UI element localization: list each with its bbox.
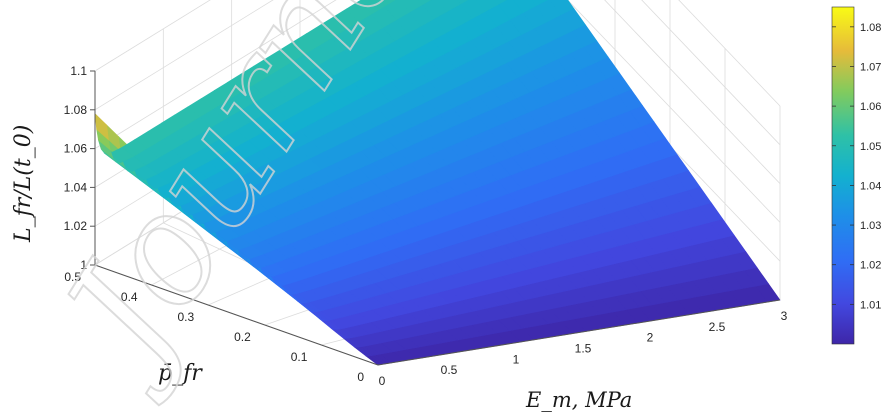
z-tick-label: 1.06 [64, 142, 88, 156]
grid-line [567, 0, 781, 223]
y-tick-label: 0.2 [234, 330, 251, 344]
y-axis-ticks: 0 0.1 0.2 0.3 0.4 0.5 [64, 270, 364, 384]
y-tick-label: 0.5 [64, 270, 81, 284]
colorbar-tick-label: 1.04 [860, 180, 881, 192]
grid-line [604, 0, 781, 184]
x-axis-line [377, 299, 781, 366]
colorbar [831, 6, 855, 345]
axes-lines [94, 71, 781, 366]
x-tick-label: 0 [379, 374, 386, 388]
x-tick-label: 1 [513, 352, 520, 366]
colorbar-tick-label: 1.07 [860, 61, 881, 73]
surface-mesh [94, 0, 781, 366]
grid-line [641, 0, 781, 146]
x-tick-label: 1.5 [575, 342, 592, 356]
surface-patch [378, 0, 396, 7]
y-axis-line [94, 264, 379, 366]
x-tick-label: 2.5 [709, 320, 726, 334]
z-tick-label: 1.08 [64, 103, 88, 117]
y-axis-label: p̄_fr [158, 361, 203, 386]
colorbar-tick-label: 1.03 [860, 220, 881, 232]
colorbar-tick-label: 1.02 [860, 260, 881, 272]
x-tick-label: 0.5 [441, 363, 458, 377]
z-axis-label: L_fr/L(t_0) [11, 125, 36, 243]
surface-patch [94, 112, 109, 141]
x-axis-ticks: 0 0.5 1 1.5 2 2.5 3 [379, 309, 788, 388]
z-axis-ticks: 1 1.02 1.04 1.06 1.08 1.1 [64, 64, 95, 272]
y-tick-label: 0.4 [121, 290, 138, 304]
colorbar-tick-label: 1.06 [860, 101, 881, 113]
z-tick-label: 1.1 [70, 64, 87, 78]
y-tick-label: 0.3 [178, 310, 195, 324]
x-tick-label: 3 [781, 309, 788, 323]
z-tick-label: 1 [80, 258, 87, 272]
colorbar-tick-label: 1.05 [860, 141, 881, 153]
y-tick-label: 0.1 [291, 350, 308, 364]
surface-patch [531, 0, 548, 7]
y-tick-label: 0 [357, 370, 364, 384]
x-tick-label: 2 [647, 331, 654, 345]
colorbar-ticks: 1.01 1.02 1.03 1.04 1.05 1.06 1.07 1.08 [832, 22, 881, 311]
colorbar-tick-label: 1.01 [860, 299, 881, 311]
z-tick-label: 1.02 [64, 219, 88, 233]
colorbar-tick-label: 1.08 [860, 22, 881, 34]
x-axis-label: E_m, MPa [525, 388, 632, 412]
z-tick-label: 1.04 [64, 180, 88, 194]
grid-line [678, 0, 781, 107]
